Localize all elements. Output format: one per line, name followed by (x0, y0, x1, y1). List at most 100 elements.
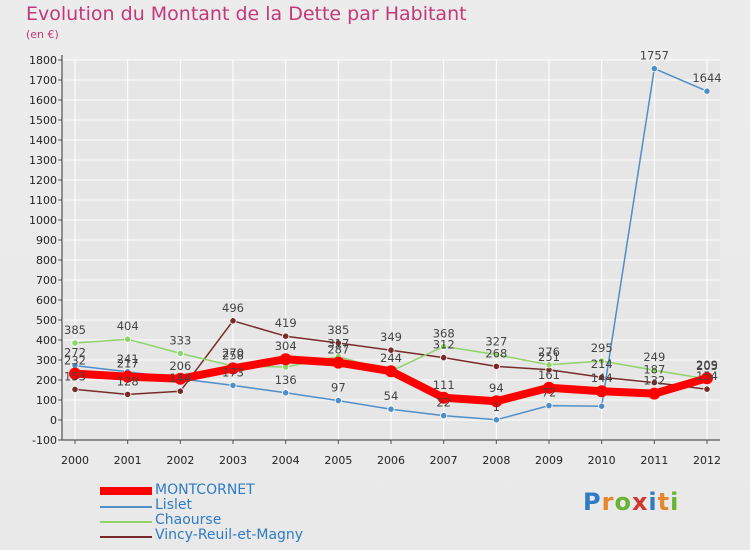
data-point (334, 396, 342, 405)
y-tick-label: 900 (36, 234, 57, 247)
data-label: 368 (433, 326, 455, 340)
legend-label: MONTCORNET (155, 482, 255, 498)
chart-subtitle: (en €) (26, 28, 59, 41)
data-label: 128 (117, 374, 139, 388)
legend-label: Lislet (155, 497, 192, 513)
data-label: 327 (485, 335, 507, 349)
legend-item[interactable]: MONTCORNET (100, 482, 360, 499)
x-tick-label: 2008 (482, 454, 510, 467)
data-point (703, 385, 711, 393)
data-point (124, 335, 132, 343)
data-point (387, 346, 395, 354)
data-label: 312 (433, 338, 455, 352)
legend-item[interactable]: Chaourse (100, 512, 360, 529)
data-label: 217 (117, 357, 139, 371)
chart-title: Evolution du Montant de la Dette par Hab… (26, 3, 467, 25)
data-label: 232 (64, 354, 86, 368)
data-label: 136 (275, 373, 297, 387)
data-point (69, 367, 81, 380)
data-label: 154 (696, 369, 718, 383)
legend-item[interactable]: Lislet (100, 497, 360, 514)
x-tick-label: 2004 (272, 454, 300, 467)
data-point (703, 87, 711, 95)
data-label: 317 (327, 337, 349, 351)
data-label: 111 (433, 378, 455, 392)
data-point (543, 381, 555, 394)
data-point (121, 370, 134, 383)
legend-swatch (100, 521, 152, 523)
data-point (227, 362, 239, 375)
y-tick-label: 1500 (29, 114, 57, 127)
data-point (71, 385, 79, 393)
y-tick-label: 1100 (29, 194, 57, 207)
y-tick-label: -100 (32, 434, 57, 447)
data-point (334, 339, 342, 347)
data-point (174, 372, 187, 385)
legend-item[interactable]: Vincy-Reuil-et-Magny (100, 527, 360, 544)
data-label: 94 (489, 381, 504, 395)
data-point (595, 385, 608, 398)
logo-letter: x (631, 488, 649, 516)
y-tick-label: 1700 (29, 74, 57, 87)
data-point (124, 390, 132, 398)
x-tick-label: 2006 (377, 454, 405, 467)
data-point (176, 349, 184, 357)
data-label: 251 (538, 350, 560, 364)
data-label: 161 (538, 368, 560, 382)
y-tick-label: 1200 (29, 174, 57, 187)
y-tick-label: 700 (36, 274, 57, 287)
data-point (440, 342, 448, 350)
data-label: 272 (64, 346, 86, 360)
logo-letter: i (648, 488, 658, 516)
data-label: 132 (643, 374, 665, 388)
y-tick-label: 1600 (29, 94, 57, 107)
data-point (440, 411, 448, 420)
x-tick-label: 2001 (114, 454, 142, 467)
data-label: 205 (696, 359, 718, 373)
data-point (598, 373, 606, 381)
y-tick-label: 0 (50, 414, 57, 427)
data-label: 333 (169, 333, 191, 347)
data-label: 187 (643, 363, 665, 377)
data-point (545, 361, 553, 369)
y-tick-label: 300 (36, 354, 57, 367)
data-label: 287 (327, 343, 349, 357)
logo-letter: o (614, 488, 632, 516)
x-tick-label: 2002 (166, 454, 194, 467)
y-tick-label: 800 (36, 254, 57, 267)
data-point (282, 389, 290, 397)
data-label: 97 (331, 381, 346, 395)
data-label: 244 (380, 351, 402, 365)
logo-letter: r (601, 488, 615, 516)
data-point (229, 381, 237, 389)
data-point (701, 372, 713, 385)
data-point (229, 317, 237, 325)
data-label: 404 (117, 319, 139, 333)
data-point (176, 387, 184, 395)
data-point (650, 366, 658, 374)
y-tick-label: 200 (36, 374, 57, 387)
data-label: 496 (222, 301, 244, 315)
legend-swatch (100, 506, 152, 508)
data-label: 54 (384, 389, 399, 403)
data-label: 349 (380, 330, 402, 344)
x-tick-label: 2010 (588, 454, 616, 467)
data-label: 22 (436, 396, 451, 410)
data-point (332, 356, 345, 369)
y-tick-label: 1000 (29, 214, 57, 227)
data-label: 419 (275, 316, 297, 330)
data-point (279, 353, 292, 366)
y-tick-label: 100 (36, 394, 57, 407)
data-point (598, 357, 606, 365)
data-label: 206 (169, 359, 191, 373)
logo-letter: i (670, 488, 680, 516)
data-label: 385 (327, 323, 349, 337)
x-tick-label: 2003 (219, 454, 247, 467)
x-tick-label: 2007 (430, 454, 458, 467)
data-label: 268 (485, 346, 507, 360)
y-tick-label: 600 (36, 294, 57, 307)
data-label: 153 (64, 369, 86, 383)
legend-swatch (100, 536, 152, 538)
x-tick-label: 2000 (61, 454, 89, 467)
